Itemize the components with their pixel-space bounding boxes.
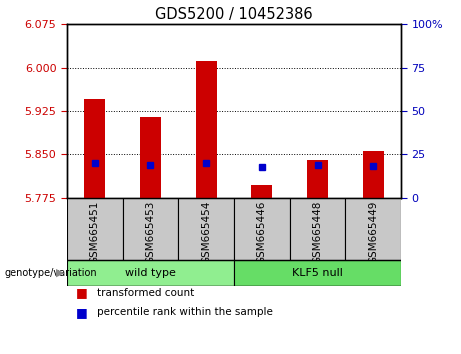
Bar <box>251 185 272 198</box>
Text: GSM665454: GSM665454 <box>201 201 211 264</box>
Bar <box>84 99 105 198</box>
Text: ■: ■ <box>76 286 88 299</box>
Bar <box>123 198 178 260</box>
Bar <box>140 117 161 198</box>
Text: GSM665451: GSM665451 <box>90 201 100 264</box>
Text: ▶: ▶ <box>56 268 65 278</box>
Bar <box>234 260 401 285</box>
Bar <box>195 61 217 198</box>
Bar <box>67 260 234 285</box>
Text: genotype/variation: genotype/variation <box>5 268 97 278</box>
Title: GDS5200 / 10452386: GDS5200 / 10452386 <box>155 7 313 22</box>
Text: wild type: wild type <box>125 268 176 278</box>
Bar <box>307 160 328 198</box>
Text: GSM665449: GSM665449 <box>368 201 378 264</box>
Text: GSM665453: GSM665453 <box>145 201 155 264</box>
Text: GSM665448: GSM665448 <box>313 201 323 264</box>
Bar <box>178 198 234 260</box>
Bar <box>290 198 345 260</box>
Text: transformed count: transformed count <box>97 287 194 298</box>
Text: ■: ■ <box>76 306 88 319</box>
Text: percentile rank within the sample: percentile rank within the sample <box>97 307 273 317</box>
Bar <box>234 198 290 260</box>
Bar <box>363 151 384 198</box>
Bar <box>67 198 123 260</box>
Text: KLF5 null: KLF5 null <box>292 268 343 278</box>
Bar <box>345 198 401 260</box>
Text: GSM665446: GSM665446 <box>257 201 267 264</box>
